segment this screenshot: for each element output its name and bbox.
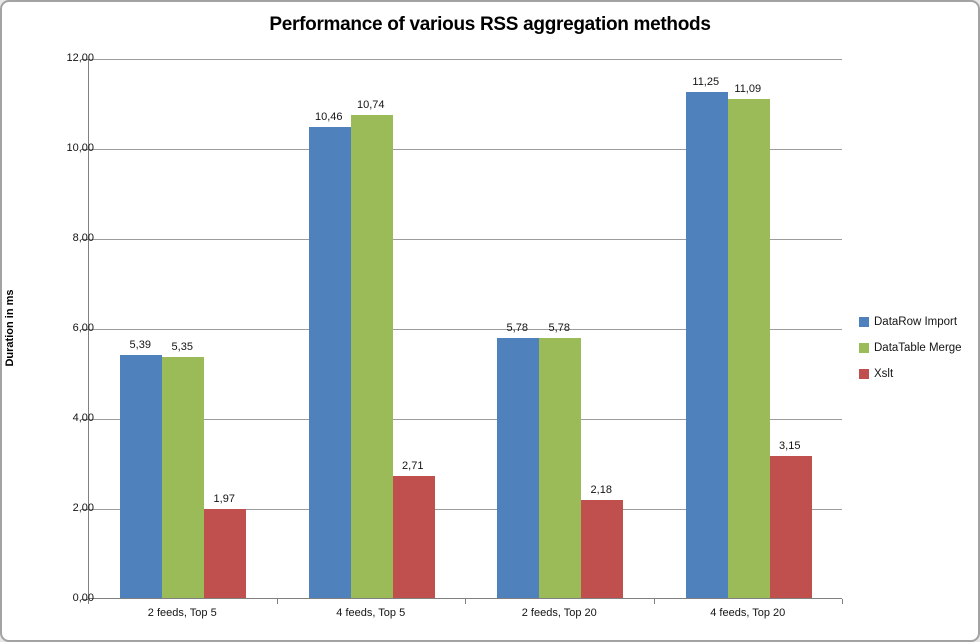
bar-datarow-import — [685, 91, 728, 598]
gridline — [89, 509, 842, 510]
gridline — [89, 149, 842, 150]
y-tick-label: 6,00 — [72, 322, 94, 334]
x-axis-tick — [465, 599, 466, 604]
legend-label: Xslt — [874, 368, 894, 380]
bar-value-label: 1,97 — [213, 493, 235, 506]
chart-title: Performance of various RSS aggregation m… — [269, 14, 711, 35]
y-axis-tick — [81, 599, 88, 600]
x-category-label: 2 feeds, Top 20 — [521, 607, 597, 619]
legend-label: DataTable Merge — [874, 342, 962, 354]
y-axis-tick — [81, 59, 88, 60]
y-tick-label: 4,00 — [72, 412, 94, 424]
bar-value-label: 10,46 — [314, 111, 343, 124]
y-tick-label: 10,00 — [66, 142, 94, 154]
gridline — [89, 239, 842, 240]
bar-value-label: 11,25 — [692, 75, 720, 88]
y-tick-label: 0,00 — [72, 592, 94, 604]
bar-value-label: 10,74 — [356, 98, 385, 111]
bar-value-label: 2,71 — [402, 460, 424, 473]
y-axis-tick — [81, 509, 88, 510]
bar-datarow-import — [120, 355, 163, 598]
bar-datatable-merge — [727, 98, 770, 598]
gridline — [89, 329, 842, 330]
y-axis-tick — [81, 149, 88, 150]
y-tick-label: 12,00 — [66, 52, 94, 64]
bar-value-label: 5,78 — [506, 321, 528, 334]
y-axis-tick — [81, 329, 88, 330]
bar-value-label: 11,09 — [734, 82, 762, 95]
x-axis-tick — [842, 599, 843, 604]
bar-xslt — [392, 476, 435, 598]
legend-swatch — [859, 369, 869, 379]
x-category-label: 4 feeds, Top 20 — [710, 607, 786, 619]
x-axis-tick — [276, 599, 278, 604]
y-axis-title: Duration in ms — [4, 289, 16, 367]
bar-xslt — [581, 499, 624, 598]
legend-swatch — [859, 343, 869, 353]
x-axis-tick — [653, 599, 655, 604]
gridline — [89, 419, 842, 420]
bar-datatable-merge — [350, 114, 393, 598]
y-tick-label: 2,00 — [72, 502, 94, 514]
bar-value-label: 5,78 — [548, 321, 570, 334]
plot-area — [88, 59, 842, 599]
legend-item-datarow-import: DataRow Import — [859, 309, 962, 335]
legend-swatch — [859, 317, 869, 327]
legend-item-datatable-merge: DataTable Merge — [859, 335, 962, 361]
legend: DataRow Import DataTable Merge Xslt — [859, 309, 962, 387]
bar-datatable-merge — [539, 337, 582, 598]
y-axis-tick — [81, 239, 88, 240]
bar-value-label: 2,18 — [590, 483, 612, 496]
bar-value-label: 5,39 — [129, 339, 151, 352]
bar-datarow-import — [308, 127, 351, 598]
x-category-label: 4 feeds, Top 5 — [336, 607, 406, 619]
y-tick-label: 8,00 — [72, 232, 94, 244]
legend-item-xslt: Xslt — [859, 361, 962, 387]
gridline — [89, 59, 842, 60]
y-axis-tick — [81, 419, 88, 420]
x-category-label: 2 feeds, Top 5 — [147, 607, 217, 619]
x-axis-tick — [88, 599, 89, 604]
bar-datarow-import — [497, 337, 540, 598]
bar-value-label: 3,15 — [779, 440, 801, 453]
legend-label: DataRow Import — [874, 316, 958, 328]
bar-datatable-merge — [162, 357, 205, 598]
bar-value-label: 5,35 — [171, 341, 193, 354]
bar-xslt — [769, 456, 812, 598]
bar-xslt — [204, 509, 247, 598]
